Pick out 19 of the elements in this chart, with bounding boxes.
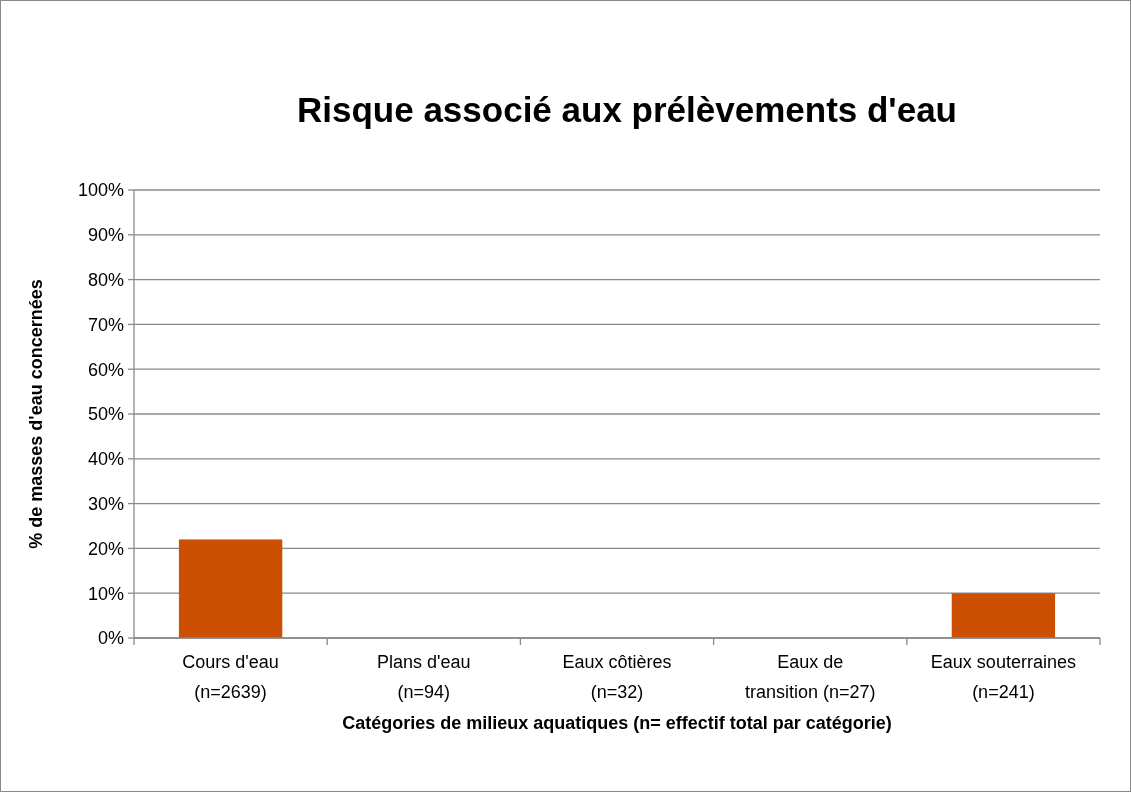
x-axis-title: Catégories de milieux aquatiques (n= effectif total par catégorie)	[342, 713, 892, 733]
y-tick-label: 70%	[87, 314, 124, 335]
y-tick-label: 80%	[87, 269, 124, 290]
chart-title: Risque associé aux prélèvements d'eau	[296, 90, 958, 129]
y-tick-label: 0%	[97, 628, 124, 649]
y-tick-label: 50%	[87, 404, 124, 425]
x-tick-label: Plans d'eau (n=94)	[377, 652, 471, 702]
x-tick-label: Eaux côtières (n=32)	[562, 652, 672, 702]
y-tick-label: 100%	[77, 180, 124, 201]
y-tick-label: 20%	[87, 538, 124, 559]
y-tick-label: 30%	[87, 493, 124, 514]
y-tick-label: 40%	[87, 449, 124, 470]
y-tick-label: 60%	[87, 359, 124, 380]
y-tick-label: 10%	[87, 583, 124, 604]
y-tick-label: 90%	[87, 225, 124, 246]
x-tick-label: Cours d'eau (n=2639)	[182, 652, 279, 702]
x-tick-label: Eaux souterraines (n=241)	[930, 652, 1076, 702]
x-tick-label: Eaux de transition (n=27)	[744, 652, 876, 702]
y-axis-title: % de masses d'eau concernées	[26, 279, 46, 549]
